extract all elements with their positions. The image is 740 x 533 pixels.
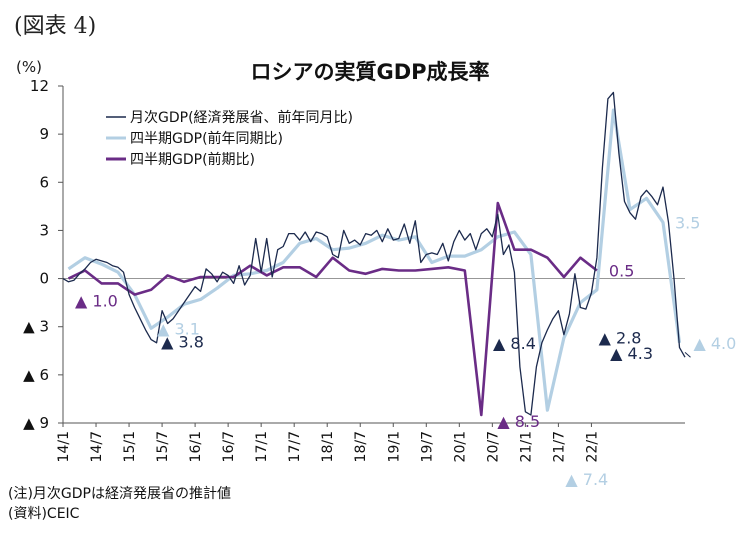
x-tick-label: 15/7 (155, 431, 171, 462)
x-tick-label: 16/1 (188, 431, 204, 462)
x-tick-label: 19/1 (386, 431, 402, 462)
y-tick-label: ▲ 6 (23, 366, 49, 384)
x-tick-label: 22/1 (584, 431, 600, 462)
footnote-source-note: (注)月次GDPは経済発展省の推計値 (8, 486, 231, 502)
series-value-label: ▲ 4.0 (693, 334, 736, 353)
series-quarterly-qoq-line (67, 201, 598, 417)
series-value-label: ▲ 8.4 (493, 334, 536, 353)
legend: 月次GDP(経済発展省、前年同月比) 四半期GDP(前年同期比) 四半期GDP(前期… (106, 109, 353, 168)
y-tick-label: 9 (39, 125, 49, 143)
legend-entry-label: 四半期GDP(前年同期比) (130, 130, 283, 147)
series-monthly-gdp-line (62, 91, 686, 416)
series-value-label: ▲ 3.8 (161, 333, 204, 352)
y-tick-label: 3 (39, 221, 49, 239)
y-tick-layer: 12 9 6 3 0 ▲ 3 ▲ 6 ▲ 9 (23, 77, 63, 432)
series-layer (62, 91, 686, 417)
series-value-label: ▲ 8.5 (497, 412, 540, 431)
series-value-label: 3.5 (675, 213, 700, 232)
y-tick-label: 6 (39, 173, 49, 191)
x-tick-label: 21/1 (518, 431, 534, 462)
x-tick-label: 21/7 (551, 431, 567, 462)
x-tick-label: 16/7 (221, 431, 237, 462)
series-value-label: ▲ 7.4 (565, 470, 608, 489)
series-value-label: ▲ 4.3 (610, 344, 653, 363)
series-value-label: 0.5 (609, 262, 634, 281)
x-tick-label: 18/7 (353, 431, 369, 462)
y-tick-label: ▲ 3 (23, 318, 49, 336)
legend-entry-label: 四半期GDP(前期比) (130, 151, 255, 168)
value-label-layer: ▲ 3.8▲ 8.4▲ 2.8▲ 4.3▲ 4.9▲ 3.1▲ 7.43.5▲ … (75, 213, 736, 489)
x-tick-label: 17/1 (254, 431, 270, 462)
y-tick-label: 12 (30, 77, 49, 95)
y-tick-label: ▲ 9 (23, 414, 49, 432)
x-tick-label: 17/7 (287, 431, 303, 462)
x-tick-label: 19/7 (419, 431, 435, 462)
series-value-label: ▲ 3.1 (157, 319, 200, 338)
series-quarterly-yoy-line (67, 108, 682, 412)
series-value-label: ▲ 1.0 (75, 292, 118, 311)
figure-label: (図表 4) (14, 14, 97, 39)
legend-entry-label: 月次GDP(経済発展省、前年同月比) (130, 109, 353, 126)
x-tick-label: 14/1 (56, 431, 72, 462)
series-value-label: ▲ 2.8 (599, 329, 642, 348)
x-tick-label: 20/1 (452, 431, 468, 462)
chart-title: ロシアの実質GDP成長率 (250, 60, 490, 84)
footnote-data-source: (資料)CEIC (8, 506, 80, 522)
x-tick-label: 18/1 (320, 431, 336, 462)
x-tick-label: 14/7 (89, 431, 105, 462)
axis-layer: 14/1 14/7 15/1 15/7 16/1 16/7 17/1 17/7 18/1 18/7… (56, 86, 685, 462)
y-tick-label: 0 (39, 270, 49, 288)
y-axis-unit-label: (%) (16, 58, 42, 76)
label-leader-line (684, 352, 691, 358)
x-tick-label: 15/1 (122, 431, 138, 462)
x-tick-label: 20/7 (485, 431, 501, 462)
